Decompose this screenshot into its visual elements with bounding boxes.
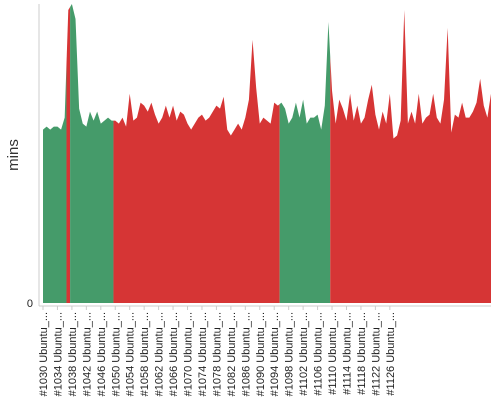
x-tick-label: #1062 Ubuntu_... [154, 312, 166, 396]
x-tick-label: #1086 Ubuntu_... [240, 312, 252, 396]
area-segment-fail-5 [330, 9, 491, 303]
x-tick-label: #1046 Ubuntu_... [96, 312, 108, 396]
x-tick-label: #1094 Ubuntu_... [269, 312, 281, 396]
area-segment-pass-0 [43, 63, 67, 303]
x-tick-label: #1054 Ubuntu_... [125, 312, 137, 396]
x-tick-label: #1078 Ubuntu_... [211, 312, 223, 396]
y-axis-ticks: 0 [27, 298, 33, 310]
x-tick-label: #1102 Ubuntu_... [298, 312, 310, 396]
x-tick-label: #1070 Ubuntu_... [183, 312, 195, 396]
x-tick-label: #1118 Ubuntu_... [356, 312, 368, 395]
x-tick-label: #1058 Ubuntu_... [139, 312, 151, 396]
x-tick-label: #1082 Ubuntu_... [226, 312, 238, 396]
area-segment-pass-2 [70, 4, 114, 303]
x-tick-label: #1074 Ubuntu_... [197, 312, 209, 396]
x-tick-label: #1090 Ubuntu_... [255, 312, 267, 396]
x-tick-label: #1106 Ubuntu_... [313, 312, 325, 396]
x-tick-label: #1042 Ubuntu_... [81, 312, 93, 396]
x-tick-label: #1110 Ubuntu_... [327, 312, 339, 395]
x-tick-label: #1126 Ubuntu_... [385, 312, 397, 396]
x-tick-label: #1122 Ubuntu_... [370, 312, 382, 396]
y-tick-label-0: 0 [27, 298, 33, 310]
x-tick-label: #1030 Ubuntu_... [38, 312, 50, 396]
x-tick-label: #1050 Ubuntu_... [110, 312, 122, 396]
area-segment-fail-3 [113, 39, 280, 303]
x-tick-label: #1034 Ubuntu_... [52, 312, 64, 396]
x-tick-label: #1114 Ubuntu_... [341, 312, 353, 395]
x-tick-label: #1038 Ubuntu_... [67, 312, 79, 396]
area-segment-pass-4 [279, 21, 331, 303]
x-axis-ticks: #1030 Ubuntu_... #1034 Ubuntu_... #1038 Ub… [38, 306, 397, 396]
duration-area-series [43, 4, 491, 304]
y-axis-title: mins [5, 139, 22, 171]
area-segment-fail-1 [66, 6, 71, 304]
x-tick-label: #1066 Ubuntu_... [168, 312, 180, 396]
x-tick-label: #1098 Ubuntu_... [284, 312, 296, 396]
